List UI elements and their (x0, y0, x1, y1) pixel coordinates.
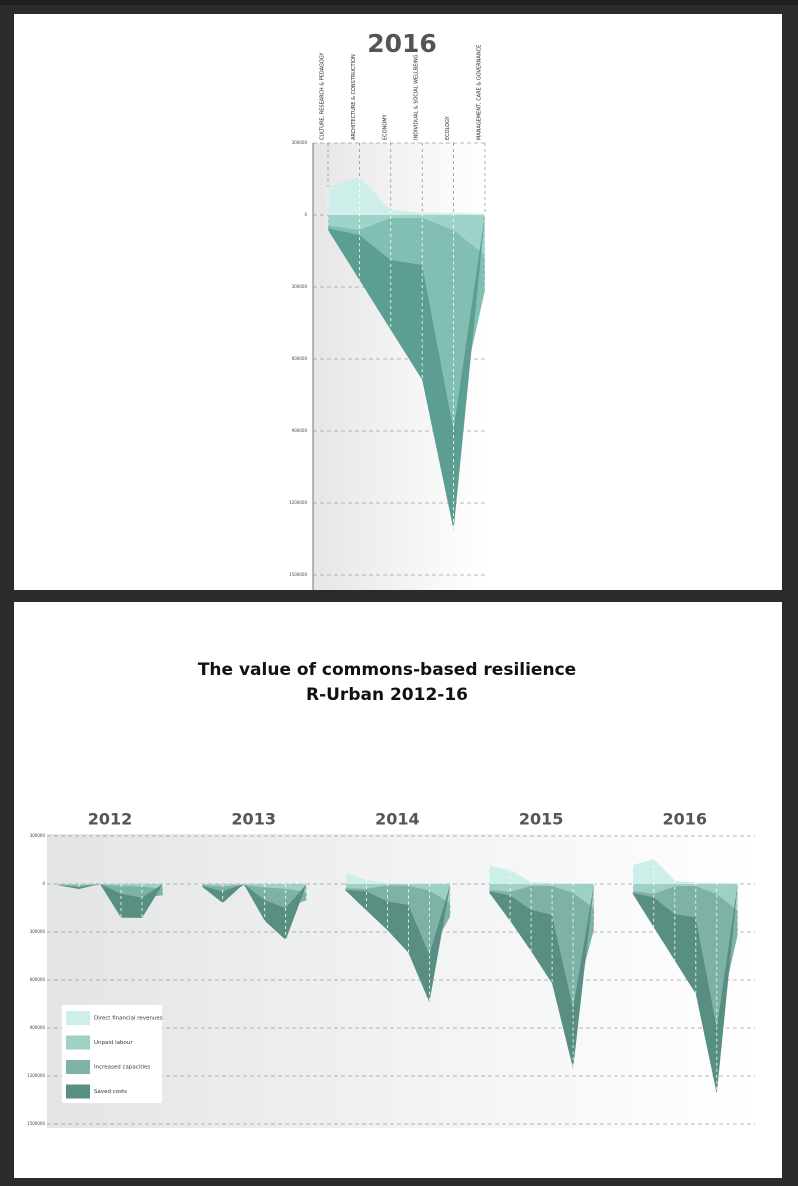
legend-swatch (66, 1060, 90, 1074)
area (345, 883, 451, 1003)
y-tick-label: 900000 (30, 1025, 46, 1030)
panel-title: 2013 (231, 810, 276, 829)
area (58, 884, 163, 889)
area (632, 885, 738, 1028)
charts: 300000 0 300000 600000 900000 1200000 1500000 C… (27, 45, 755, 1126)
chart-subtitle: R-Urban 2012-16 (306, 685, 468, 705)
legend-label: Increased capacities (94, 1065, 150, 1071)
panel-title: 2012 (88, 810, 133, 829)
category-label: ARCHITECTURE & CONSTRUCTION (351, 54, 357, 140)
y-tick-label: 600000 (292, 356, 308, 361)
area (489, 884, 595, 908)
category-label: MANAGEMENT, CARE & GOVERNANCE (477, 45, 483, 140)
y-tick-label: 0 (42, 881, 45, 886)
panel-title: 2016 (663, 810, 708, 829)
legend-swatch (66, 1011, 90, 1025)
area (489, 866, 595, 884)
area (328, 215, 485, 256)
area (328, 177, 485, 215)
y-tick-label: 300000 (292, 284, 308, 289)
legend-label: Saved costs (94, 1089, 127, 1095)
area (345, 872, 451, 884)
area (58, 884, 163, 898)
y-tick-label: 1500000 (27, 1121, 45, 1126)
area (201, 884, 307, 908)
area (328, 213, 485, 530)
area (345, 885, 451, 955)
y-tick-label: 300000 (30, 929, 46, 934)
y-tick-label: 1200000 (27, 1073, 45, 1078)
area (58, 884, 163, 918)
y-tick-label: 0 (304, 212, 307, 217)
area (632, 858, 738, 884)
area (489, 885, 595, 1008)
legend-label: Unpaid labour (94, 1040, 133, 1046)
y-tick-label: 300000 (30, 833, 46, 838)
area (632, 883, 738, 1094)
chart-title: The value of commons-based resilience (198, 660, 576, 680)
y-tick-label: 300000 (292, 140, 308, 145)
legend-label: Direct financial revenues (94, 1016, 163, 1022)
category-label: INDIVIDUAL & SOCIAL WELLBEING (414, 54, 420, 140)
area (345, 884, 451, 904)
legend-swatch (66, 1084, 90, 1099)
area (632, 884, 738, 911)
category-label: CULTURE, RESEARCH & PEDAGOGY (320, 52, 326, 140)
category-label: ECOLOGY (445, 115, 451, 140)
y-tick-label: 1200000 (289, 500, 307, 505)
chart-title: 2016 (367, 29, 437, 58)
y-tick-label: 900000 (292, 428, 308, 433)
legend-swatch (66, 1035, 90, 1050)
category-label: ECONOMY (382, 113, 388, 140)
area (328, 217, 485, 430)
area (201, 884, 307, 940)
y-tick-label: 600000 (30, 977, 46, 982)
area (489, 883, 595, 1069)
area (201, 884, 307, 892)
top-bar (0, 0, 798, 5)
panel-title: 2015 (519, 810, 564, 829)
panel-title: 2014 (375, 810, 420, 829)
y-tick-label: 1500000 (289, 572, 307, 577)
